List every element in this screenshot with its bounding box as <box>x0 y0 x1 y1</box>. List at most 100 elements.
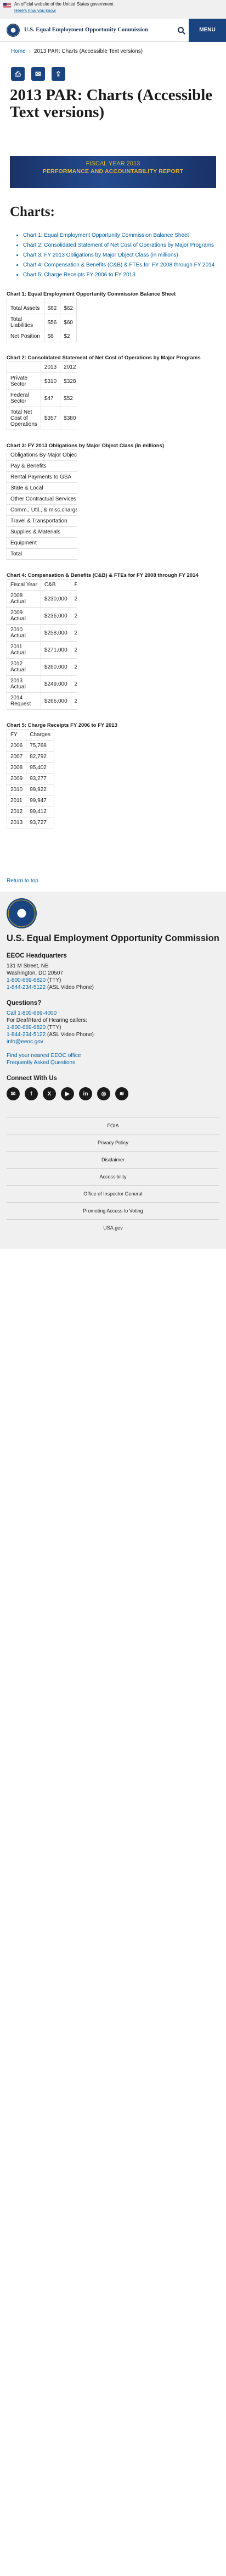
table-cell: Rental Payments to GSA <box>7 471 77 483</box>
table-cell: Total Liabilities <box>7 314 44 331</box>
heres-how-link[interactable]: Here's how you know <box>14 8 56 13</box>
toc-link[interactable]: Chart 5: Charge Receipts FY 2006 to FY 2… <box>23 272 135 278</box>
footer-link[interactable]: Disclaimer <box>7 1151 219 1168</box>
table-cell: Federal Sector <box>7 390 41 407</box>
chart2-table: 2013 2012 Private Sector $310 $328 Federal Se… <box>7 361 77 430</box>
email-share-icon[interactable]: ✉ <box>31 67 45 81</box>
table-row: Rental Payments to GSA$288 <box>7 471 77 483</box>
share-toolbar: ⎙ ✉ ⇪ <box>0 57 226 85</box>
toc-item: Chart 3: FY 2013 Obligations by Major Ob… <box>23 252 216 259</box>
connect-heading: Connect With Us <box>7 1075 57 1082</box>
q-phone-asl-link[interactable]: 1-844-234-5122 <box>7 1032 46 1038</box>
table-cell: 2006 <box>7 740 27 752</box>
toc-link[interactable]: Chart 1: Equal Employment Opportunity Co… <box>23 232 189 238</box>
chart3-table-wrap[interactable]: Obligations By Major Object Class$%Pay &… <box>7 449 77 560</box>
table-row: State & Local$278 <box>7 482 77 494</box>
table-header-row <box>7 298 77 303</box>
chart1-table-wrap[interactable]: Total Assets $62 $62 Total Liabilities $56 $6… <box>7 298 77 342</box>
email-icon[interactable]: ✉ <box>7 1087 20 1100</box>
chart2-table-wrap[interactable]: 2013 2012 Private Sector $310 $328 Federal Se… <box>7 361 77 430</box>
chart3-heading: Chart 3: FY 2013 Obligations by Major Ob… <box>7 443 164 449</box>
youtube-icon[interactable]: ▶ <box>61 1087 74 1100</box>
eeoc-seal-icon[interactable] <box>7 23 20 37</box>
share-icon[interactable]: ⇪ <box>52 67 65 81</box>
chart1-table: Total Assets $62 $62 Total Liabilities $56 $6… <box>7 298 77 342</box>
column-header: Obligations By Major Object Class <box>7 449 77 461</box>
footer-link[interactable]: Accessibility <box>7 1168 219 1185</box>
footer-link[interactable]: Promoting Access to Voting <box>7 1202 219 1219</box>
table-cell: 2010 Actual <box>7 624 41 642</box>
toc-link[interactable]: Chart 2: Consolidated Statement of Net C… <box>23 242 214 248</box>
address-line-1: 131 M Street, NE <box>7 963 49 969</box>
search-button[interactable] <box>172 19 189 42</box>
table-cell: $62 <box>43 303 61 314</box>
footer-link[interactable]: FOIA <box>7 1117 219 1134</box>
breadcrumb: Home › 2013 PAR: Charts (Accessible Text… <box>0 42 226 57</box>
table-cell: $258,000 <box>40 624 71 642</box>
menu-button[interactable]: MENU <box>189 18 226 42</box>
chart-tables: Chart 1: Equal Employment Opportunity Co… <box>0 291 226 828</box>
table-cell: $2 <box>60 331 77 342</box>
toc-link[interactable]: Chart 4: Compensation & Benefits (C&B) &… <box>23 262 215 268</box>
table-cell: Supplies & Materials <box>7 526 77 538</box>
breadcrumb-home[interactable]: Home <box>11 48 26 54</box>
table-header-row: 2013 2012 <box>7 361 77 373</box>
faq-link[interactable]: Frequently Asked Questions <box>7 1060 76 1066</box>
table-cell: 2013 Actual <box>7 675 41 693</box>
chart5-heading: Chart 5: Charge Receipts FY 2006 to FY 2… <box>7 722 117 728</box>
hq-phone-tty-link[interactable]: 1-800-669-6820 <box>7 977 46 983</box>
table-cell: 2,1 <box>70 607 77 625</box>
instagram-icon[interactable]: ◎ <box>97 1087 110 1100</box>
footer-link[interactable]: Privacy Policy <box>7 1134 219 1151</box>
table-cell: 2,1 <box>70 590 77 608</box>
table-cell: Net Position <box>7 331 44 342</box>
table-row: Total Assets $62 $62 <box>7 303 77 314</box>
x-icon[interactable]: X <box>43 1087 56 1100</box>
table-cell: $47 <box>40 390 61 407</box>
hq-phone-asl-link[interactable]: 1-844-234-5122 <box>7 984 46 991</box>
q-phone-tty-link[interactable]: 1-800-669-6820 <box>7 1025 46 1031</box>
table-cell: 2009 Actual <box>7 607 41 625</box>
chart5-table-wrap[interactable]: FY Charges 2006 75,768 2007 82,792 2008 95,402 2… <box>7 729 77 828</box>
agency-name[interactable]: U.S. Equal Employment Opportunity Commis… <box>24 27 148 33</box>
column-header <box>43 298 61 303</box>
address-line-2: Washington, DC 20507 <box>7 970 64 976</box>
hq-phone-tty: 1-800-669-6820 (TTY) <box>7 977 219 984</box>
toc-link[interactable]: Chart 3: FY 2013 Obligations by Major Ob… <box>23 252 178 258</box>
chart4-block: Chart 4: Compensation & Benefits (C&B) &… <box>7 572 219 710</box>
print-icon[interactable]: ⎙ <box>11 67 25 81</box>
table-cell: $260,000 <box>40 658 71 676</box>
gov-banner: An official website of the United States… <box>0 0 226 19</box>
table-cell: $357 <box>40 407 61 430</box>
footer-links: FOIA Privacy Policy Disclaimer Accessibilit… <box>7 1117 219 1236</box>
table-row: 2011 99,947 <box>7 795 55 806</box>
site-header: U.S. Equal Employment Opportunity Commis… <box>0 18 226 42</box>
column-header: C&B <box>40 579 71 591</box>
table-cell: Pay & Benefits <box>7 460 77 472</box>
footer-link[interactable]: USA.gov <box>7 1219 219 1236</box>
table-cell: 82,792 <box>26 751 55 763</box>
email-link[interactable]: info@eeoc.gov <box>7 1039 43 1045</box>
footer-link[interactable]: Office of Inspector General <box>7 1185 219 1202</box>
table-row: Net Position $6 $2 <box>7 331 77 342</box>
table-cell: 2013 <box>7 817 27 828</box>
nearest-office-link[interactable]: Find your nearest EEOC office <box>7 1053 81 1059</box>
table-row: Total Net Cost of Operations $357 $380 <box>7 407 77 430</box>
table-cell: 2011 <box>7 795 27 806</box>
chart1-block: Chart 1: Equal Employment Opportunity Co… <box>7 291 219 342</box>
return-to-top-link[interactable]: Return to top <box>7 878 38 884</box>
call-link[interactable]: Call 1-800-669-4000 <box>7 1010 57 1016</box>
linkedin-icon[interactable]: in <box>79 1087 92 1100</box>
rss-icon[interactable]: ≋ <box>115 1087 128 1100</box>
table-row: Private Sector $310 $328 <box>7 372 77 390</box>
table-cell: State & Local <box>7 482 77 494</box>
eeoc-seal-icon <box>7 898 37 928</box>
table-row: 2009 93,277 <box>7 773 55 785</box>
column-header: 2013 <box>40 361 61 373</box>
facebook-icon[interactable]: f <box>25 1087 38 1100</box>
hq-phone-asl-note: (ASL Video Phone) <box>46 984 94 991</box>
